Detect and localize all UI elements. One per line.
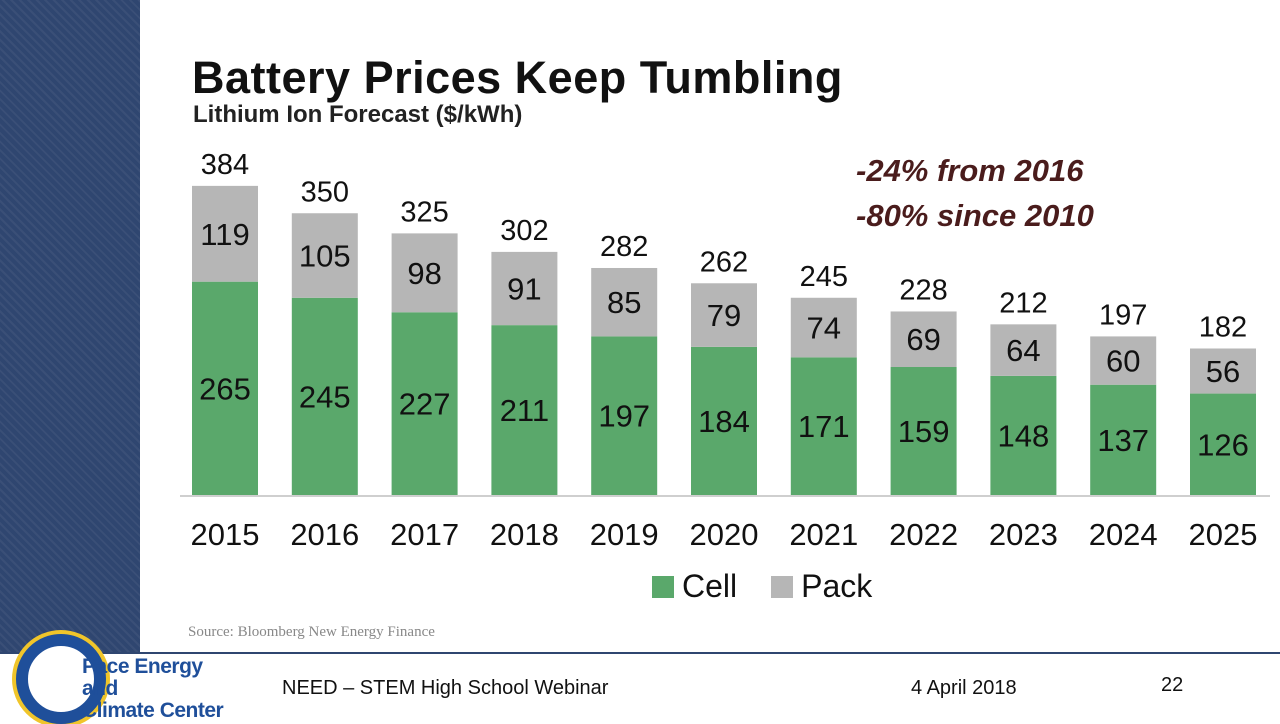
bar-pack-2020 [691, 283, 757, 347]
x-tick-2023: 2023 [989, 517, 1058, 552]
legend-label-cell: Cell [682, 568, 738, 604]
page-number: 22 [1161, 674, 1184, 696]
bar-pack-2015 [192, 185, 258, 282]
label-total-2025: 182 [1199, 311, 1247, 343]
bar-cell-2025 [1190, 393, 1256, 495]
source-note: Source: Bloomberg New Energy Finance [188, 624, 435, 640]
footer-divider [0, 652, 1280, 654]
label-cell-2015: 265 [199, 371, 251, 406]
bar-cell-2015 [192, 281, 258, 495]
logo-text: Pace Energy and Climate Center [82, 656, 240, 722]
footer-date: 4 April 2018 [911, 677, 1017, 699]
label-pack-2018: 91 [507, 272, 541, 307]
label-total-2020: 262 [700, 246, 748, 278]
sidebar-band [0, 0, 140, 652]
x-tick-2017: 2017 [390, 517, 459, 552]
logo-line-2: Climate Center [82, 699, 224, 722]
label-cell-2018: 211 [500, 393, 549, 428]
x-tick-2022: 2022 [889, 517, 958, 552]
label-cell-2021: 171 [798, 409, 850, 444]
label-cell-2016: 245 [299, 379, 351, 414]
label-pack-2023: 64 [1006, 333, 1040, 368]
bar-cell-2021 [790, 357, 857, 495]
x-tick-2025: 2025 [1189, 517, 1258, 552]
bar-pack-2019 [591, 267, 658, 337]
bar-pack-2025 [1190, 348, 1256, 394]
stacked-bar-chart: 265 119 384 2015 245 105 350 2016 227 98 325 2017 21… [180, 149, 1270, 552]
label-pack-2025: 56 [1206, 354, 1240, 389]
label-cell-2017: 227 [399, 387, 451, 422]
label-total-2024: 197 [1099, 299, 1147, 331]
bar-pack-2023 [990, 324, 1057, 376]
label-total-2015: 384 [201, 149, 249, 181]
label-cell-2024: 137 [1097, 423, 1149, 458]
bar-pack-2024 [1090, 336, 1157, 385]
label-total-2017: 325 [400, 196, 448, 228]
bar-pack-2022 [890, 311, 957, 368]
legend-swatch-cell [652, 575, 674, 598]
legend-label-pack: Pack [801, 568, 873, 604]
legend-entry-pack: Pack [771, 568, 872, 605]
label-total-2019: 282 [600, 231, 648, 263]
x-tick-2016: 2016 [290, 517, 359, 552]
label-total-2018: 302 [500, 215, 548, 247]
chart-subtitle: Lithium Ion Forecast ($/kWh) [193, 101, 523, 128]
label-total-2022: 228 [899, 274, 947, 306]
bar-pack-2017 [391, 233, 458, 313]
x-tick-2021: 2021 [789, 517, 858, 552]
label-cell-2025: 126 [1197, 427, 1249, 462]
bar-pack-2018 [491, 251, 558, 326]
bar-cell-2016 [291, 297, 358, 495]
label-pack-2024: 60 [1106, 344, 1140, 379]
bar-pack-2021 [790, 297, 857, 358]
x-tick-2024: 2024 [1089, 517, 1158, 552]
label-pack-2016: 105 [299, 239, 351, 274]
x-tick-2019: 2019 [590, 517, 659, 552]
label-total-2016: 350 [301, 176, 349, 208]
label-pack-2019: 85 [607, 285, 641, 320]
bar-cell-2018 [491, 325, 558, 495]
label-pack-2022: 69 [906, 322, 940, 357]
pace-logo: Pace Energy and Climate Center [10, 626, 240, 724]
label-total-2021: 245 [800, 261, 848, 293]
annotation-box: -24% from 2016 -80% since 2010 [856, 148, 1094, 238]
label-pack-2021: 74 [807, 311, 841, 346]
label-cell-2022: 159 [898, 414, 950, 449]
bar-cell-2019 [591, 336, 658, 495]
x-tick-2015: 2015 [191, 517, 260, 552]
legend-swatch-pack [771, 575, 794, 598]
logo-line-1: Pace Energy and [82, 655, 203, 700]
label-total-2023: 212 [999, 287, 1047, 319]
legend-entry-cell: Cell [652, 568, 737, 605]
label-pack-2017: 98 [407, 256, 441, 291]
label-pack-2015: 119 [200, 217, 249, 252]
label-cell-2019: 197 [598, 399, 650, 434]
label-cell-2023: 148 [998, 418, 1050, 453]
footer-webinar-title: NEED – STEM High School Webinar [282, 677, 609, 699]
bar-cell-2023 [990, 375, 1057, 495]
bar-pack-2016 [291, 213, 358, 298]
bar-cell-2024 [1090, 384, 1157, 495]
bar-cell-2020 [691, 346, 757, 495]
annotation-2016: -24% from 2016 [856, 153, 1084, 188]
bar-cell-2022 [890, 367, 957, 495]
label-pack-2020: 79 [707, 298, 741, 333]
logo-ring-icon [16, 634, 106, 724]
x-tick-2018: 2018 [490, 517, 559, 552]
slide-title: Battery Prices Keep Tumbling [192, 52, 843, 103]
legend: Cell Pack [652, 568, 906, 605]
annotation-2010: -80% since 2010 [856, 198, 1094, 233]
bar-cell-2017 [391, 312, 458, 495]
label-cell-2020: 184 [698, 404, 750, 439]
x-tick-2020: 2020 [690, 517, 759, 552]
